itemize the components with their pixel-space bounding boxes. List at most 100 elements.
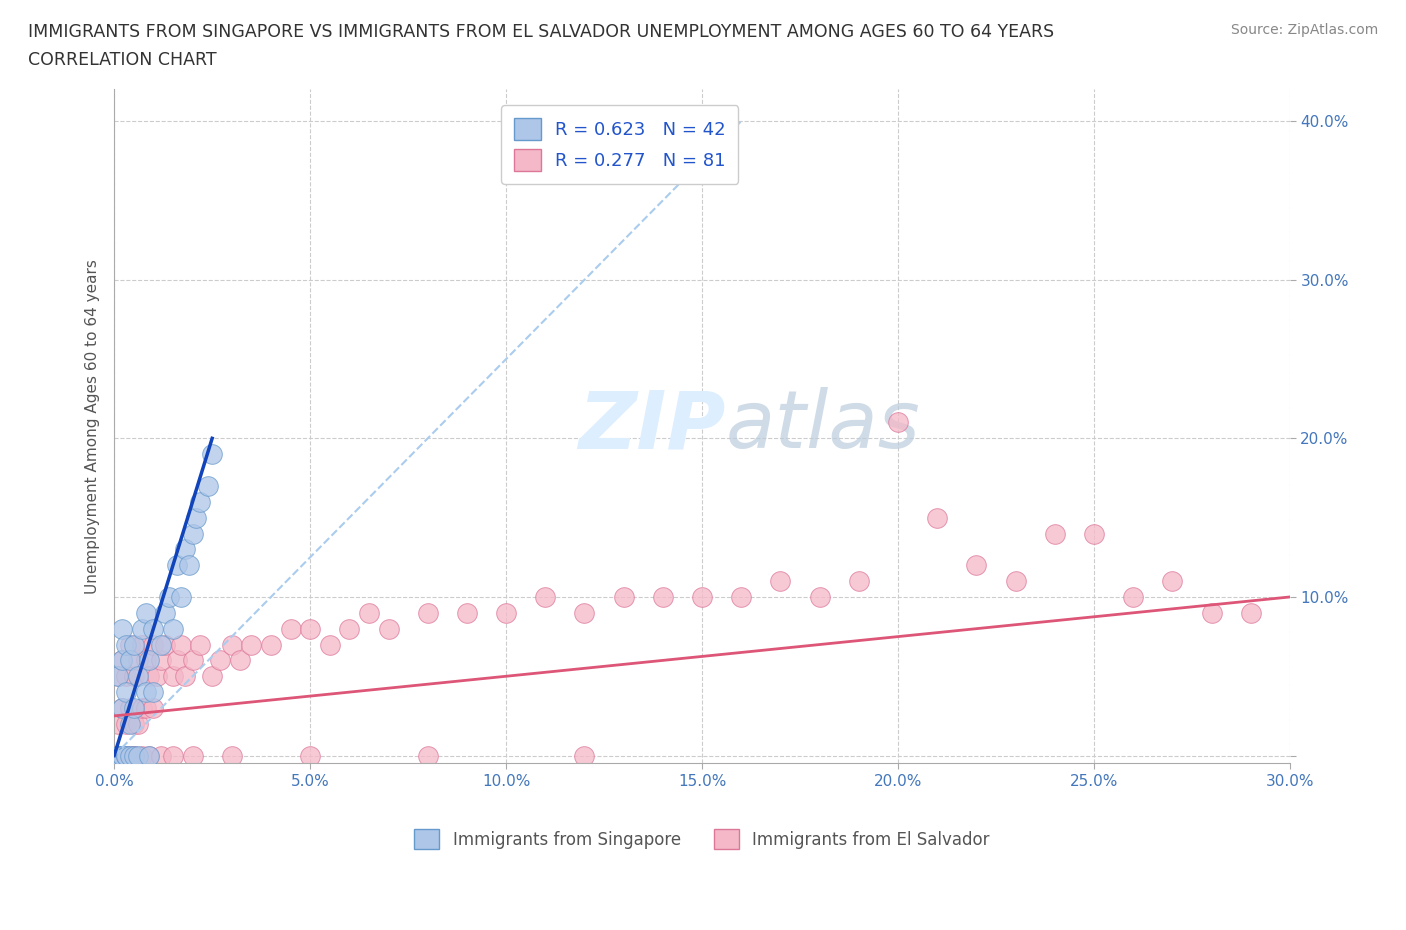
Text: IMMIGRANTS FROM SINGAPORE VS IMMIGRANTS FROM EL SALVADOR UNEMPLOYMENT AMONG AGES: IMMIGRANTS FROM SINGAPORE VS IMMIGRANTS … <box>28 23 1054 41</box>
Text: ZIP: ZIP <box>578 388 725 465</box>
Point <box>111 621 134 636</box>
Point <box>122 716 145 731</box>
Point <box>150 748 173 763</box>
Point <box>111 700 134 715</box>
Point <box>146 669 169 684</box>
Point <box>131 748 153 763</box>
Point <box>122 669 145 684</box>
Point <box>357 605 380 620</box>
Point <box>138 748 160 763</box>
Point <box>613 590 636 604</box>
Y-axis label: Unemployment Among Ages 60 to 64 years: Unemployment Among Ages 60 to 64 years <box>86 259 100 594</box>
Point <box>138 669 160 684</box>
Point <box>181 653 204 668</box>
Point <box>965 558 987 573</box>
Point <box>118 748 141 763</box>
Point <box>197 479 219 494</box>
Point <box>181 748 204 763</box>
Point <box>1161 574 1184 589</box>
Point <box>122 637 145 652</box>
Point <box>135 684 157 699</box>
Point <box>173 542 195 557</box>
Point <box>138 653 160 668</box>
Point <box>162 621 184 636</box>
Point <box>127 716 149 731</box>
Point <box>162 748 184 763</box>
Point <box>201 446 224 461</box>
Point <box>131 637 153 652</box>
Point <box>769 574 792 589</box>
Point <box>115 748 138 763</box>
Point <box>107 669 129 684</box>
Point <box>111 748 134 763</box>
Point <box>118 653 141 668</box>
Point <box>107 669 129 684</box>
Point <box>166 653 188 668</box>
Point <box>111 653 134 668</box>
Point <box>208 653 231 668</box>
Point <box>127 653 149 668</box>
Point <box>887 415 910 430</box>
Text: CORRELATION CHART: CORRELATION CHART <box>28 51 217 69</box>
Point <box>127 669 149 684</box>
Point <box>118 637 141 652</box>
Point <box>118 700 141 715</box>
Point <box>107 748 129 763</box>
Point <box>299 621 322 636</box>
Point <box>122 748 145 763</box>
Point <box>1004 574 1026 589</box>
Text: atlas: atlas <box>725 388 921 465</box>
Point <box>201 669 224 684</box>
Point <box>118 748 141 763</box>
Point <box>186 511 208 525</box>
Point <box>456 605 478 620</box>
Point <box>142 700 165 715</box>
Point <box>122 700 145 715</box>
Point <box>337 621 360 636</box>
Point <box>118 716 141 731</box>
Point <box>1043 526 1066 541</box>
Point <box>153 637 176 652</box>
Point <box>280 621 302 636</box>
Point <box>107 748 129 763</box>
Point <box>162 669 184 684</box>
Point <box>181 526 204 541</box>
Point <box>111 748 134 763</box>
Point <box>170 590 193 604</box>
Point <box>651 590 673 604</box>
Point <box>115 748 138 763</box>
Point <box>221 637 243 652</box>
Point <box>260 637 283 652</box>
Point <box>107 748 129 763</box>
Point <box>135 605 157 620</box>
Point <box>111 748 134 763</box>
Point <box>730 590 752 604</box>
Point <box>574 605 596 620</box>
Point <box>574 748 596 763</box>
Point <box>495 605 517 620</box>
Point <box>115 716 138 731</box>
Point <box>131 621 153 636</box>
Point <box>138 748 160 763</box>
Point <box>1240 605 1263 620</box>
Point <box>115 669 138 684</box>
Point <box>115 748 138 763</box>
Point <box>111 748 134 763</box>
Point <box>153 605 176 620</box>
Point <box>416 605 439 620</box>
Point <box>142 684 165 699</box>
Point <box>416 748 439 763</box>
Point <box>190 495 212 510</box>
Point <box>848 574 870 589</box>
Point <box>190 637 212 652</box>
Point <box>107 748 129 763</box>
Point <box>107 748 129 763</box>
Legend: Immigrants from Singapore, Immigrants from El Salvador: Immigrants from Singapore, Immigrants fr… <box>408 822 997 856</box>
Point <box>319 637 342 652</box>
Point <box>111 653 134 668</box>
Point <box>111 700 134 715</box>
Point <box>1083 526 1105 541</box>
Point <box>534 590 557 604</box>
Point <box>221 748 243 763</box>
Point <box>690 590 713 604</box>
